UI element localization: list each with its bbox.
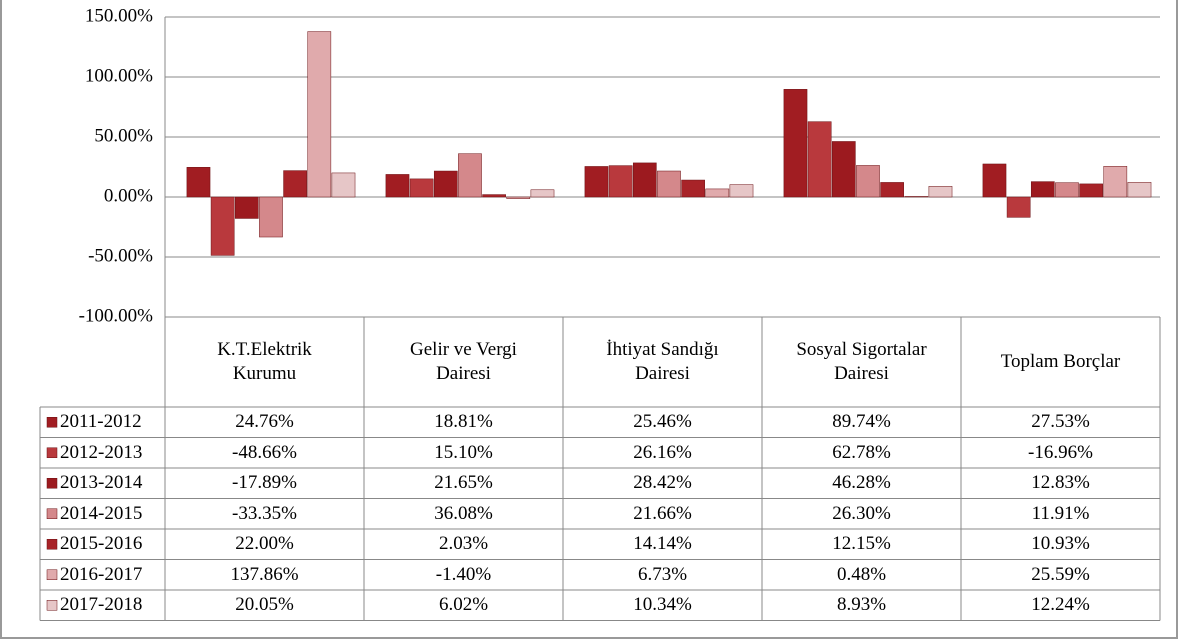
legend-label: 2015-2016 — [60, 533, 143, 555]
bar — [433, 170, 458, 198]
bar — [880, 182, 904, 198]
bar — [729, 184, 754, 198]
value-label: 12.15% — [832, 533, 891, 555]
y-tick-label: 150.00% — [85, 5, 153, 26]
value-label: -1.40% — [435, 563, 492, 585]
category-label: K.T.Elektrik Kurumu — [217, 339, 312, 384]
value-label: 137.86% — [230, 563, 299, 585]
value-label: -16.96% — [1028, 441, 1093, 463]
value-label: 36.08% — [434, 502, 493, 524]
value-label: 15.10% — [434, 441, 493, 463]
bar — [1079, 183, 1103, 198]
bar — [657, 170, 681, 198]
category-label: Gelir ve Vergi Dairesi — [410, 339, 517, 384]
legend-label: 2013-2014 — [60, 472, 143, 494]
bar — [681, 179, 705, 198]
value-label: 25.46% — [633, 411, 692, 433]
y-tick-label: -100.00% — [79, 305, 154, 326]
value-label: 12.83% — [1031, 472, 1090, 494]
bar — [1103, 166, 1128, 198]
bar — [584, 166, 609, 198]
legend-swatch — [46, 539, 58, 550]
value-label: -48.66% — [232, 441, 297, 463]
value-label: 62.78% — [832, 441, 891, 463]
bar — [608, 165, 633, 198]
legend-label: 2016-2017 — [60, 563, 143, 585]
bar — [234, 196, 259, 219]
value-label: 25.59% — [1031, 563, 1090, 585]
bar — [705, 188, 730, 198]
bar — [982, 163, 1007, 198]
value-label: 46.28% — [832, 472, 891, 494]
bar — [409, 178, 434, 198]
value-label: 0.48% — [836, 563, 887, 585]
value-label: 24.76% — [235, 411, 294, 433]
legend-swatch — [46, 447, 58, 458]
value-label: 11.91% — [1031, 502, 1090, 524]
legend-label: 2017-2018 — [60, 594, 143, 616]
bar — [482, 194, 506, 198]
bar — [210, 196, 235, 256]
value-label: 12.24% — [1031, 594, 1090, 616]
bar — [506, 196, 531, 199]
bar — [186, 167, 211, 198]
legend-swatch — [46, 508, 58, 519]
value-label: 14.14% — [633, 533, 692, 555]
legend-label: 2012-2013 — [60, 441, 143, 463]
value-label: 6.02% — [438, 594, 489, 616]
value-label: 6.73% — [637, 563, 688, 585]
value-label: 28.42% — [633, 472, 692, 494]
value-label: 8.93% — [836, 594, 887, 616]
bar — [385, 174, 410, 198]
value-label: 21.66% — [633, 502, 692, 524]
value-label: 21.65% — [434, 472, 493, 494]
legend-swatch — [46, 600, 58, 611]
value-label: 27.53% — [1031, 411, 1090, 433]
y-tick-label: 50.00% — [94, 125, 153, 146]
value-label: 18.81% — [434, 411, 493, 433]
bar — [632, 162, 657, 198]
value-label: 10.93% — [1031, 533, 1090, 555]
bar — [307, 31, 332, 198]
bar — [831, 141, 856, 198]
value-label: 10.34% — [633, 594, 692, 616]
value-label: 26.16% — [633, 441, 692, 463]
bar — [807, 121, 832, 198]
category-label: İhtiyat Sandığı Dairesi — [606, 339, 719, 384]
value-label: -33.35% — [232, 502, 297, 524]
value-label: 22.00% — [235, 533, 294, 555]
value-label: -17.89% — [232, 472, 297, 494]
y-tick-label: 100.00% — [85, 65, 153, 86]
bar — [1030, 181, 1055, 198]
bar — [856, 165, 880, 198]
legend-swatch — [46, 417, 58, 428]
value-label: 2.03% — [438, 533, 489, 555]
category-label: Sosyal Sigortalar Dairesi — [796, 339, 927, 384]
bar — [530, 189, 555, 198]
bar — [331, 172, 356, 198]
legend-swatch — [46, 478, 58, 489]
bar — [1055, 182, 1079, 198]
y-tick-label: 0.00% — [104, 185, 153, 206]
bar — [1127, 182, 1152, 198]
value-label: 89.74% — [832, 411, 891, 433]
bar — [783, 89, 808, 198]
bar — [458, 153, 482, 198]
value-label: 20.05% — [235, 594, 294, 616]
legend-label: 2014-2015 — [60, 502, 143, 524]
legend-label: 2011-2012 — [60, 411, 142, 433]
value-label: 26.30% — [832, 502, 891, 524]
bar — [904, 196, 929, 198]
bar — [259, 196, 283, 238]
bar — [1006, 196, 1031, 218]
bar — [283, 170, 307, 198]
legend-swatch — [46, 569, 58, 580]
y-tick-label: -50.00% — [88, 245, 153, 266]
category-label: Toplam Borçlar — [1000, 351, 1121, 372]
bar — [928, 186, 953, 198]
